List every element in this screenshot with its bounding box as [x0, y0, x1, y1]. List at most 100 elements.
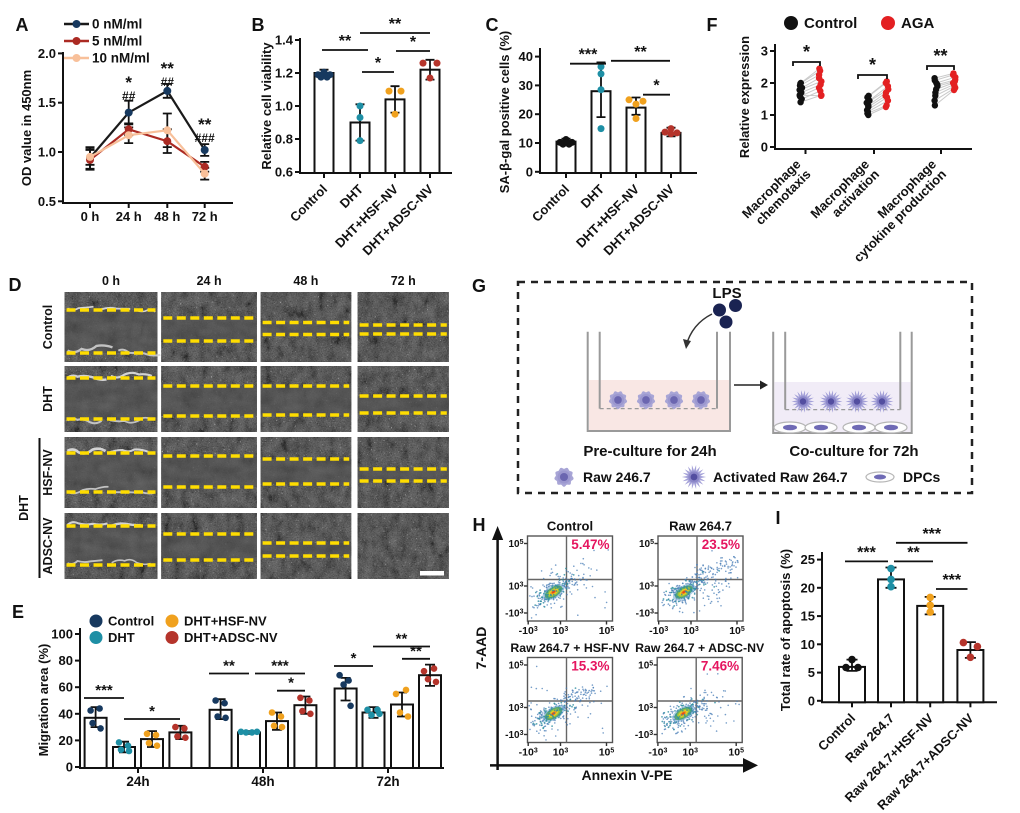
svg-text:0: 0 — [808, 693, 815, 708]
svg-text:0 h: 0 h — [102, 274, 120, 288]
svg-text:**: ** — [933, 46, 947, 66]
svg-text:###: ### — [195, 131, 215, 145]
svg-text:*: * — [375, 55, 382, 72]
svg-text:DHT: DHT — [41, 386, 55, 412]
svg-text:##: ## — [122, 89, 136, 103]
svg-text:103: 103 — [508, 582, 523, 593]
svg-text:72 h: 72 h — [391, 274, 416, 288]
svg-text:10 nM/ml: 10 nM/ml — [92, 51, 150, 66]
svg-text:***: *** — [271, 658, 289, 675]
svg-text:DHT: DHT — [17, 495, 31, 521]
svg-text:72h: 72h — [376, 774, 399, 789]
svg-text:20: 20 — [801, 580, 815, 595]
svg-text:15: 15 — [801, 609, 815, 624]
svg-text:1: 1 — [761, 108, 768, 123]
svg-text:*: * — [288, 675, 294, 692]
svg-text:C: C — [486, 15, 499, 35]
svg-text:80: 80 — [59, 653, 73, 668]
svg-text:**: ** — [161, 59, 175, 78]
svg-text:-103: -103 — [636, 609, 654, 620]
svg-text:2: 2 — [761, 76, 768, 91]
svg-text:72 h: 72 h — [192, 209, 218, 224]
svg-text:1.0: 1.0 — [38, 145, 56, 160]
svg-text:48 h: 48 h — [293, 274, 318, 288]
svg-text:Control: Control — [547, 519, 593, 534]
svg-text:24 h: 24 h — [197, 274, 222, 288]
svg-text:OD value in 450nm: OD value in 450nm — [19, 70, 34, 186]
svg-text:G: G — [472, 276, 486, 296]
svg-text:*: * — [351, 650, 357, 667]
svg-text:DHT+ADSC-NV: DHT+ADSC-NV — [184, 630, 278, 645]
svg-text:Pre-culture for 24h: Pre-culture for 24h — [583, 443, 716, 460]
svg-text:Migration area (%): Migration area (%) — [36, 644, 51, 757]
svg-text:103: 103 — [638, 703, 653, 714]
svg-text:DPCs: DPCs — [903, 469, 941, 485]
svg-text:60: 60 — [59, 680, 73, 695]
svg-text:105: 105 — [508, 539, 523, 550]
svg-text:1.4: 1.4 — [275, 33, 294, 48]
svg-text:***: *** — [579, 47, 598, 64]
svg-text:105: 105 — [508, 661, 523, 672]
svg-text:*: * — [653, 78, 660, 95]
svg-text:103: 103 — [553, 625, 569, 637]
svg-text:DHT+HSF-NV: DHT+HSF-NV — [184, 614, 267, 629]
svg-text:**: ** — [410, 643, 422, 660]
svg-text:**: ** — [634, 44, 647, 61]
svg-text:-103: -103 — [519, 747, 538, 759]
svg-text:30: 30 — [519, 78, 533, 93]
svg-text:1.2: 1.2 — [275, 66, 293, 81]
svg-text:*: * — [149, 703, 155, 720]
svg-text:3: 3 — [761, 44, 768, 59]
svg-text:0: 0 — [761, 140, 768, 155]
svg-text:20: 20 — [519, 107, 533, 122]
svg-text:SA-β-gal positive cells (%): SA-β-gal positive cells (%) — [497, 31, 512, 194]
svg-text:H: H — [473, 515, 486, 535]
svg-text:I: I — [775, 508, 780, 528]
svg-text:103: 103 — [508, 703, 523, 714]
svg-text:**: ** — [396, 631, 408, 648]
svg-text:20: 20 — [59, 733, 73, 748]
svg-text:1.0: 1.0 — [275, 99, 293, 114]
svg-text:DHT: DHT — [337, 181, 367, 211]
svg-text:*: * — [410, 34, 417, 51]
svg-text:Raw 264.7: Raw 264.7 — [669, 519, 732, 534]
svg-text:25: 25 — [801, 552, 815, 567]
svg-text:D: D — [9, 275, 22, 295]
svg-text:*: * — [803, 42, 810, 62]
svg-text:**: ** — [907, 544, 920, 561]
svg-text:0: 0 — [66, 760, 73, 775]
svg-text:-103: -103 — [635, 730, 653, 741]
svg-text:1.5: 1.5 — [38, 95, 56, 110]
svg-text:Total rate of apoptosis (%): Total rate of apoptosis (%) — [778, 549, 793, 711]
svg-text:Raw 246.7: Raw 246.7 — [583, 469, 651, 485]
svg-text:-103: -103 — [505, 609, 523, 620]
svg-text:10: 10 — [801, 637, 815, 652]
svg-text:##: ## — [161, 75, 175, 89]
svg-text:-103: -103 — [519, 625, 538, 637]
svg-text:103: 103 — [553, 747, 569, 759]
svg-text:Control: Control — [108, 614, 154, 629]
svg-text:0.5: 0.5 — [38, 194, 56, 209]
svg-text:40: 40 — [519, 49, 533, 64]
svg-text:0.8: 0.8 — [275, 132, 293, 147]
svg-text:Control: Control — [287, 182, 330, 225]
svg-text:105: 105 — [638, 661, 653, 672]
svg-text:Control: Control — [41, 305, 55, 349]
svg-text:*: * — [125, 73, 132, 92]
svg-text:ADSC-NV: ADSC-NV — [41, 517, 55, 575]
svg-text:Raw 264.7 + HSF-NV: Raw 264.7 + HSF-NV — [510, 641, 630, 655]
svg-text:Co-culture for 72h: Co-culture for 72h — [789, 443, 918, 460]
svg-text:24h: 24h — [126, 774, 149, 789]
svg-text:Control: Control — [529, 182, 572, 225]
svg-text:103: 103 — [639, 582, 654, 593]
svg-text:***: *** — [942, 572, 961, 589]
svg-text:2.0: 2.0 — [38, 46, 56, 61]
svg-text:-103: -103 — [649, 625, 668, 637]
svg-text:7.46%: 7.46% — [701, 659, 739, 674]
svg-text:105: 105 — [729, 625, 745, 637]
svg-text:24 h: 24 h — [116, 209, 142, 224]
svg-text:*: * — [869, 55, 876, 75]
svg-text:-103: -103 — [648, 747, 667, 759]
svg-text:DHT: DHT — [108, 630, 135, 645]
svg-text:DHT: DHT — [578, 181, 608, 211]
